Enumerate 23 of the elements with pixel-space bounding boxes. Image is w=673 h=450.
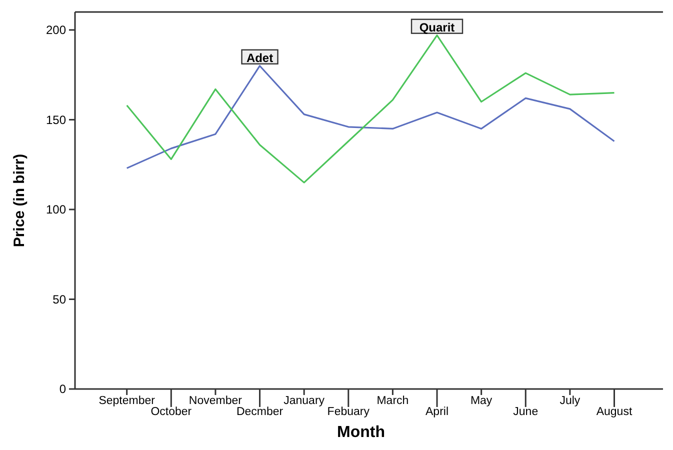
y-tick-label: 0: [59, 382, 66, 396]
x-tick-label: Decmber: [236, 406, 284, 418]
x-tick-label: April: [426, 406, 449, 418]
x-tick-label: May: [470, 395, 492, 407]
x-tick-label: July: [560, 395, 580, 407]
x-axis-title: Month: [337, 424, 385, 441]
x-tick-label: March: [376, 395, 409, 407]
y-axis-title: Price (in birr): [11, 154, 28, 248]
x-tick-label: October: [150, 406, 192, 418]
line-series: [126, 34, 616, 184]
annotation: Adet: [246, 51, 274, 66]
x-tick-label: September: [98, 395, 156, 407]
y-tick-label: 100: [46, 202, 66, 217]
y-tick-label: 50: [52, 292, 66, 306]
x-tick-label: June: [513, 406, 538, 418]
x-tick-label: November: [188, 395, 242, 407]
y-tick-label: 200: [46, 23, 66, 38]
annotation: Quarit: [419, 20, 455, 35]
x-tick-label: Febuary: [327, 406, 370, 418]
x-tick-label: August: [596, 406, 633, 418]
y-tick-label: 150: [46, 112, 66, 127]
x-tick-label: January: [284, 395, 325, 407]
line-series: [126, 65, 616, 169]
